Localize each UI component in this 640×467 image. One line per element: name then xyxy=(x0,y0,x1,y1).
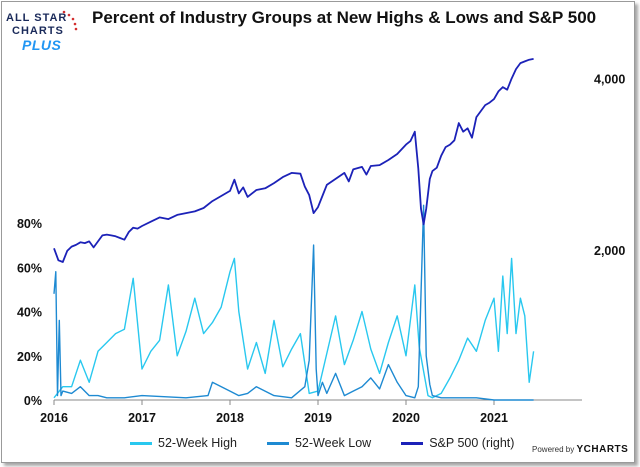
all-star-charts-plus-logo: ALL STAR CHARTS PLUS xyxy=(2,8,82,58)
legend-swatch-sp500 xyxy=(401,441,424,445)
x-tick-label-2020: 2020 xyxy=(392,411,420,425)
logo-stars-arc xyxy=(62,10,78,31)
left-tick-label-80: 80% xyxy=(17,217,42,231)
legend-swatch-52-week-low xyxy=(266,441,289,445)
series-line-s-p-500-right xyxy=(53,58,534,263)
series-line-52-week-low xyxy=(53,204,534,401)
legend-item-sp500[interactable]: S&P 500 (right) xyxy=(401,436,514,450)
left-tick-label-60: 60% xyxy=(17,261,42,275)
powered-by-ycharts: Powered by YCHARTS xyxy=(532,444,628,455)
powered-by-prefix: Powered by xyxy=(532,445,575,454)
legend-item-52-week-high[interactable]: 52-Week High xyxy=(130,436,237,450)
left-tick-label-0: 0% xyxy=(24,394,42,408)
left-tick-label-40: 40% xyxy=(17,306,42,320)
legend-item-52-week-low[interactable]: 52-Week Low xyxy=(266,436,372,450)
legend-swatch-52-week-high xyxy=(130,441,152,445)
legend-label-52-week-high: 52-Week High xyxy=(158,436,237,450)
x-tick-label-2021: 2021 xyxy=(480,411,508,425)
x-tick-label-2017: 2017 xyxy=(128,411,156,425)
ycharts-brand: YCHARTS xyxy=(576,444,629,455)
logo-line-2: CHARTS xyxy=(12,25,64,37)
right-tick-label-4000: 4,000 xyxy=(594,73,625,87)
series-line-52-week-high xyxy=(53,257,535,399)
chart-title: Percent of Industry Groups at New Highs … xyxy=(92,8,597,27)
x-tick-label-2018: 2018 xyxy=(216,411,244,425)
x-tick-label-2019: 2019 xyxy=(304,411,332,425)
right-tick-label-2000: 2,000 xyxy=(594,244,625,258)
logo-plus: PLUS xyxy=(22,37,62,53)
chart-legend: 52-Week High 52-Week Low S&P 500 (right) xyxy=(130,436,514,450)
legend-label-52-week-low: 52-Week Low xyxy=(294,436,372,450)
left-tick-label-20: 20% xyxy=(17,350,42,364)
logo-line-1: ALL STAR xyxy=(6,12,68,24)
x-tick-label-2016: 2016 xyxy=(40,411,68,425)
legend-label-sp500: S&P 500 (right) xyxy=(429,436,515,450)
